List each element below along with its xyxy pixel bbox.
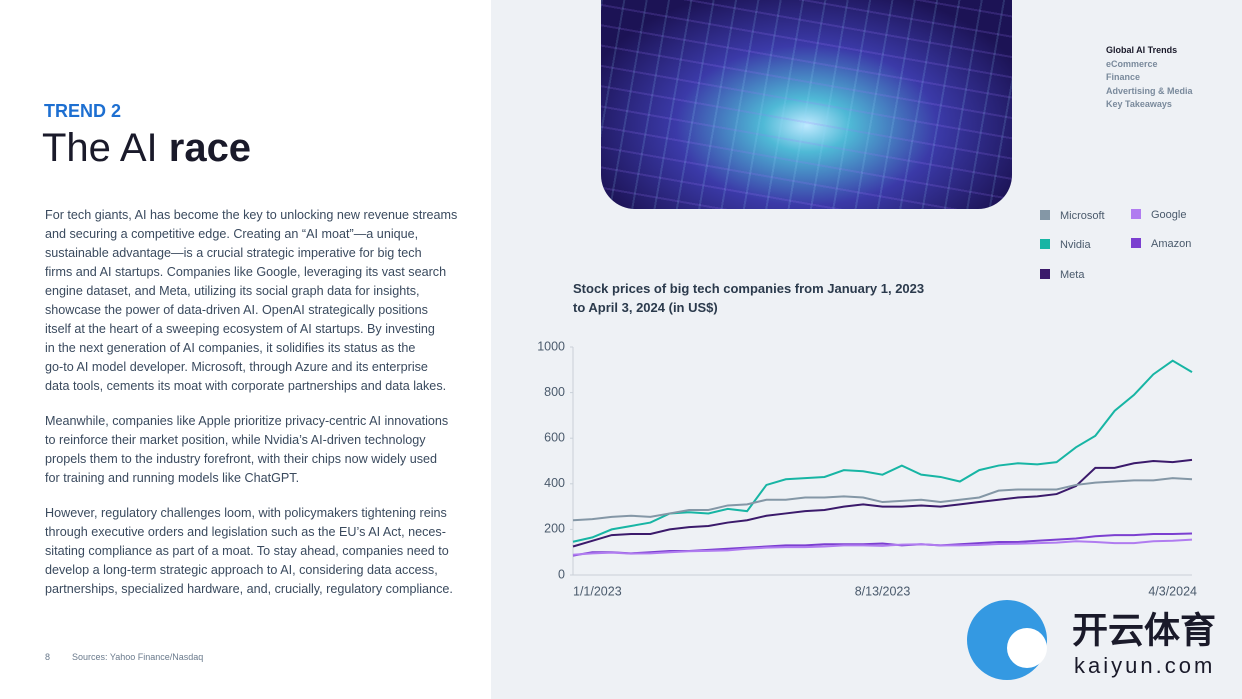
paragraph-line: showcase the power of data-driven AI. Op… bbox=[45, 303, 428, 317]
paragraph-line: through executive orders and legislation… bbox=[45, 525, 446, 539]
y-tick-label: 200 bbox=[544, 522, 565, 536]
y-tick-label: 1000 bbox=[537, 339, 565, 353]
x-tick-label: 1/1/2023 bbox=[573, 584, 622, 598]
legend-swatch bbox=[1040, 239, 1050, 249]
paragraph-line: Meanwhile, companies like Apple prioriti… bbox=[45, 414, 449, 428]
paragraph-line: firms and AI startups. Companies like Go… bbox=[45, 265, 447, 279]
x-tick-label: 4/3/2024 bbox=[1148, 584, 1197, 598]
legend-label: Amazon bbox=[1151, 238, 1191, 250]
body-text: For tech giants, AI has become the key t… bbox=[45, 206, 457, 615]
x-tick-label: 8/13/2023 bbox=[855, 584, 911, 598]
hero-image bbox=[601, 0, 1012, 209]
paragraph-line: and securing a competitive edge. Creatin… bbox=[45, 227, 419, 241]
paragraph-line: in the next generation of AI companies, … bbox=[45, 341, 416, 355]
watermark-ball bbox=[1007, 628, 1047, 668]
legend-swatch bbox=[1131, 238, 1141, 248]
paragraph-line: propels them to the industry forefront, … bbox=[45, 452, 437, 466]
legend-swatch bbox=[1040, 269, 1050, 279]
watermark-url: kaiyun.com bbox=[1074, 653, 1215, 678]
line bbox=[572, 477, 1193, 522]
paragraph-line: go-to AI model developer. Microsoft, thr… bbox=[45, 360, 428, 374]
sources: Sources: Yahoo Finance/Nasdaq bbox=[72, 652, 204, 662]
legend-swatch bbox=[1040, 210, 1050, 220]
nav-item: eCommerce bbox=[1106, 58, 1158, 69]
y-tick-label: 800 bbox=[544, 385, 565, 399]
paragraph: For tech giants, AI has become the key t… bbox=[45, 206, 457, 396]
trend-label: TREND 2 bbox=[44, 101, 122, 121]
nav: Global AI Trends eCommerce Finance Advertis… bbox=[1106, 44, 1193, 112]
paragraph-line: partnerships, specialized hardware, and,… bbox=[45, 582, 453, 596]
paragraph-line: itself at the heart of a sweeping ecosys… bbox=[45, 322, 435, 336]
nav-item: Advertising & Media bbox=[1106, 85, 1193, 96]
paragraph: Meanwhile, companies like Apple prioriti… bbox=[45, 412, 457, 488]
page-number: 8 bbox=[45, 652, 51, 662]
legend-label: Nvidia bbox=[1060, 239, 1091, 251]
y-tick-label: 400 bbox=[544, 476, 565, 490]
nav-item: Finance bbox=[1106, 72, 1141, 82]
paragraph-line: For tech giants, AI has become the key t… bbox=[45, 208, 458, 222]
paragraph-line: develop a long-term strategic approach t… bbox=[45, 563, 438, 577]
paragraph-line: sustainable advantage—is a crucial strat… bbox=[45, 246, 422, 260]
paragraph-line: sitating compliance as part of a moat. T… bbox=[45, 544, 449, 558]
paragraph-line: data tools, cements its moat with corpor… bbox=[45, 379, 447, 393]
page-title: The AI race bbox=[42, 126, 251, 171]
line bbox=[572, 458, 1193, 548]
watermark-brand: 开云体育 bbox=[1072, 610, 1216, 651]
legend-label: Google bbox=[1151, 209, 1186, 221]
paragraph-line: engine dataset, and Meta, utilizing its … bbox=[45, 284, 420, 298]
legend-swatch bbox=[1131, 209, 1141, 219]
paragraph-line: However, regulatory challenges loom, wit… bbox=[45, 506, 447, 520]
chart-title: Stock prices of big tech companies from … bbox=[573, 281, 924, 315]
title-bold: race bbox=[168, 126, 252, 170]
paragraph-line: for training and running models like Cha… bbox=[45, 471, 300, 485]
nav-title: Global AI Trends bbox=[1106, 45, 1178, 55]
paragraph: However, regulatory challenges loom, wit… bbox=[45, 504, 457, 599]
title-light: The AI bbox=[42, 126, 158, 170]
y-tick-label: 0 bbox=[558, 567, 565, 581]
paragraph-line: to reinforce their market position, whil… bbox=[45, 433, 426, 447]
legend-label: Microsoft bbox=[1060, 210, 1105, 222]
legend-label: Meta bbox=[1060, 269, 1085, 281]
y-tick-label: 600 bbox=[544, 430, 565, 444]
line bbox=[572, 538, 1193, 556]
nav-item: Key Takeaways bbox=[1106, 99, 1172, 109]
